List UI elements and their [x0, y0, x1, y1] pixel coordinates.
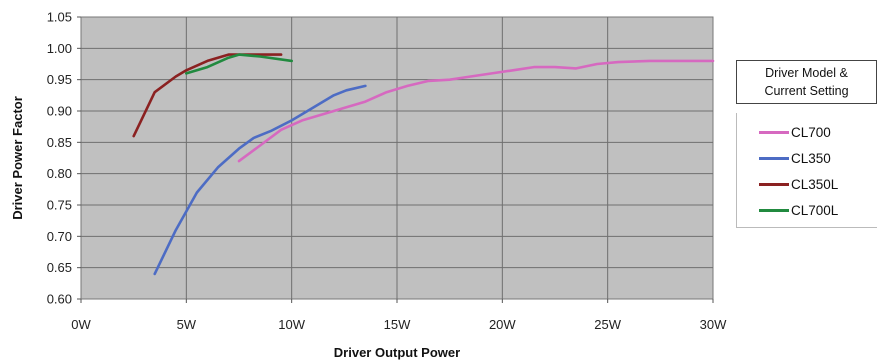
legend-swatch-cl700l — [759, 208, 789, 212]
y-axis-title: Driver Power Factor — [10, 96, 25, 220]
legend: Driver Model & Current Setting CL700 CL3… — [736, 60, 877, 228]
legend-swatch-cl350l — [759, 182, 789, 186]
y-tick-label: 0.95 — [47, 72, 72, 87]
x-tick-label: 0W — [71, 317, 91, 332]
x-tick-label: 5W — [177, 317, 197, 332]
y-tick-label: 0.80 — [47, 166, 72, 181]
legend-title: Driver Model & Current Setting — [736, 60, 877, 104]
y-tick-label: 0.60 — [47, 292, 72, 307]
series-lines — [132, 53, 715, 276]
series-line-cl700l — [185, 53, 294, 75]
legend-entries: CL700 CL350 CL350L CL700L — [736, 113, 877, 228]
legend-swatch-cl350 — [759, 156, 789, 160]
series-line-cl700 — [237, 59, 715, 163]
y-tick-label: 0.90 — [47, 104, 72, 119]
y-tick-label: 1.05 — [47, 10, 72, 25]
x-tick-label: 15W — [384, 317, 411, 332]
gridlines — [81, 17, 713, 299]
legend-title-line-2: Current Setting — [764, 84, 849, 98]
legend-swatch-cl700 — [759, 130, 789, 134]
series-line-cl350 — [153, 84, 367, 276]
legend-item-cl350l: CL350L — [737, 171, 877, 197]
legend-item-cl350: CL350 — [737, 145, 877, 171]
y-tick-label: 0.75 — [47, 198, 72, 213]
legend-label-cl700: CL700 — [791, 124, 831, 140]
x-tick-label: 10W — [278, 317, 305, 332]
legend-title-line-1: Driver Model & — [765, 66, 848, 80]
axes: 0.60 0.65 0.70 0.75 0.80 0.85 0.90 0.95 1.00 1.05… — [47, 10, 727, 333]
x-axis-title: Driver Output Power — [334, 345, 460, 360]
legend-label-cl700l: CL700L — [791, 202, 839, 218]
x-tick-label: 20W — [489, 317, 516, 332]
legend-label-cl350l: CL350L — [791, 176, 839, 192]
y-tick-label: 1.00 — [47, 41, 72, 56]
y-tick-label: 0.65 — [47, 260, 72, 275]
legend-item-cl700l: CL700L — [737, 197, 877, 223]
y-tick-label: 0.85 — [47, 135, 72, 150]
x-tick-label: 30W — [700, 317, 727, 332]
y-tick-label: 0.70 — [47, 229, 72, 244]
x-tick-label: 25W — [594, 317, 621, 332]
legend-item-cl700: CL700 — [737, 119, 877, 145]
legend-label-cl350: CL350 — [791, 150, 831, 166]
